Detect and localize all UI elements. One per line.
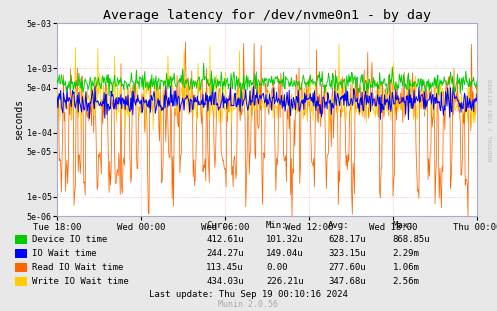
- Text: 101.32u: 101.32u: [266, 235, 304, 244]
- Text: Read IO Wait time: Read IO Wait time: [32, 263, 124, 272]
- Text: Device IO time: Device IO time: [32, 235, 107, 244]
- Text: 149.04u: 149.04u: [266, 249, 304, 258]
- Text: 323.15u: 323.15u: [328, 249, 366, 258]
- Text: 1.06m: 1.06m: [393, 263, 419, 272]
- Text: RRDTOOL / TOBI OETIKER: RRDTOOL / TOBI OETIKER: [489, 78, 494, 161]
- Text: 226.21u: 226.21u: [266, 277, 304, 286]
- Text: 2.29m: 2.29m: [393, 249, 419, 258]
- Text: 347.68u: 347.68u: [328, 277, 366, 286]
- Text: Last update: Thu Sep 19 00:10:16 2024: Last update: Thu Sep 19 00:10:16 2024: [149, 290, 348, 299]
- Text: 412.61u: 412.61u: [206, 235, 244, 244]
- Text: Cur:: Cur:: [206, 221, 228, 230]
- Text: Avg:: Avg:: [328, 221, 349, 230]
- Text: IO Wait time: IO Wait time: [32, 249, 97, 258]
- Text: 868.85u: 868.85u: [393, 235, 430, 244]
- Text: 434.03u: 434.03u: [206, 277, 244, 286]
- Text: 0.00: 0.00: [266, 263, 287, 272]
- Text: Max:: Max:: [393, 221, 414, 230]
- Text: 277.60u: 277.60u: [328, 263, 366, 272]
- Text: 628.17u: 628.17u: [328, 235, 366, 244]
- Text: Munin 2.0.56: Munin 2.0.56: [219, 300, 278, 309]
- Text: Min:: Min:: [266, 221, 287, 230]
- Text: Write IO Wait time: Write IO Wait time: [32, 277, 129, 286]
- Title: Average latency for /dev/nvme0n1 - by day: Average latency for /dev/nvme0n1 - by da…: [103, 9, 431, 22]
- Text: 113.45u: 113.45u: [206, 263, 244, 272]
- Y-axis label: seconds: seconds: [14, 99, 24, 140]
- Text: 2.56m: 2.56m: [393, 277, 419, 286]
- Text: 244.27u: 244.27u: [206, 249, 244, 258]
